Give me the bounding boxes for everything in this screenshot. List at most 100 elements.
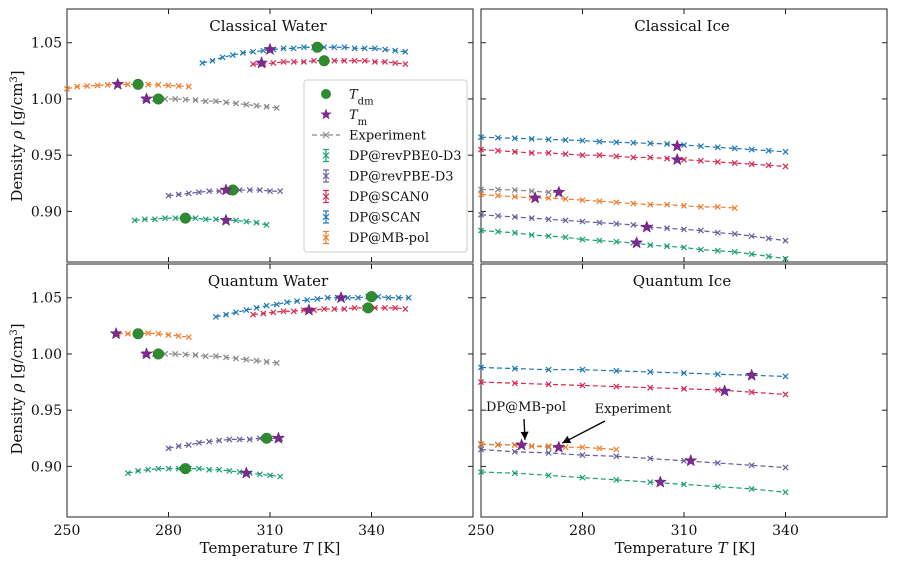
series-point-SCAN0-b: [630, 154, 637, 161]
series-point-SCAN0-b: [613, 153, 620, 160]
series-point-MBpol-b: [579, 444, 586, 451]
series-point-SCAN-b: [528, 135, 535, 142]
series-point-revPBE0-b: [782, 489, 789, 496]
tm-marker: [254, 56, 269, 69]
series-point-MBpol-b: [596, 445, 603, 452]
series-point-SCAN-b: [596, 138, 603, 145]
series-point-revPBE-b: [765, 235, 772, 242]
tm-marker: [219, 183, 233, 196]
series-point-revPBE-b: [175, 443, 182, 450]
series-point-revPBE0-b: [206, 466, 213, 473]
series-point-SCAN0-b: [270, 59, 277, 66]
legend-box: [303, 79, 468, 253]
series-point-SCAN0-b: [250, 61, 257, 68]
series-point-revPBE-b: [613, 220, 620, 227]
y-tick-label: 0.95: [31, 403, 62, 419]
tm-marker: [552, 440, 566, 453]
series-point-SCAN-b: [714, 144, 721, 151]
series-line-revPBE0: [127, 468, 281, 478]
series-point-SCAN0-b: [647, 384, 654, 391]
series-point-SCAN-b: [562, 136, 569, 144]
series-point-revPBE0-b: [731, 248, 738, 255]
series-point-revPBE-b: [185, 442, 192, 449]
series-point-Exp-b: [545, 189, 552, 196]
series-point-revPBE0-b: [226, 467, 233, 474]
series-point-revPBE-b: [277, 188, 284, 195]
series-point-SCAN-b: [765, 147, 772, 154]
series-point-SCAN-b: [341, 44, 348, 51]
series-point-SCAN-b: [748, 146, 755, 153]
series-line-Exp: [144, 353, 277, 364]
series-line-SCAN: [480, 136, 786, 153]
series-point-SCAN-b: [613, 139, 620, 146]
series-point-revPBE-b: [596, 219, 603, 226]
series-point-SCAN0-b: [511, 380, 518, 387]
tdm-marker: [179, 212, 191, 224]
series-point-revPBE0-b: [216, 466, 223, 473]
tm-marker: [653, 475, 667, 488]
series-point-SCAN-b: [331, 44, 338, 51]
series-point-SCAN0-b: [714, 386, 721, 393]
series-point-MBpol-b: [528, 443, 535, 450]
series-point-revPBE-b: [782, 464, 789, 471]
series-point-SCAN-b: [477, 364, 485, 371]
panel-quantum-ice: 250 280 310 340 Quantum Ice DP@MB-pol Experime…: [468, 263, 888, 539]
series-point-revPBE0-b: [562, 234, 569, 241]
x-tick-label: 340: [772, 523, 799, 539]
series-point-Exp-b: [192, 97, 199, 104]
series-point-Exp-b: [263, 103, 270, 110]
annotation-arrowhead: [520, 431, 529, 440]
series-line-SCAN: [480, 366, 786, 378]
series-point-revPBE0-b: [195, 465, 202, 472]
series-point-SCAN-b: [314, 295, 321, 302]
series-point-revPBE0-b: [233, 217, 240, 224]
series-point-Exp-b: [253, 357, 260, 364]
legend-marker-b: [322, 172, 330, 180]
series-point-Exp-b: [192, 352, 199, 359]
series-point-SCAN0-b: [392, 59, 399, 66]
series-point-revPBE0-b: [647, 479, 654, 486]
series-point-SCAN0-b: [748, 161, 755, 168]
series-point-SCAN-b: [280, 45, 287, 52]
tdm-marker: [261, 432, 273, 444]
series-point-revPBE0-b: [266, 472, 274, 479]
x-tick-label: 340: [358, 523, 385, 539]
annotation-label: Experiment: [595, 402, 673, 417]
tm-marker: [334, 290, 348, 304]
series-point-SCAN-b: [222, 311, 230, 318]
series-point-SCAN-b: [782, 373, 789, 380]
series-point-SCAN-b: [253, 304, 260, 311]
series-point-SCAN0-b: [477, 146, 485, 153]
series-point-Exp-b: [222, 354, 230, 361]
series-point-MBpol-b: [155, 81, 162, 88]
series-point-SCAN0-b: [361, 57, 368, 64]
series-point-MBpol-b: [697, 203, 704, 210]
series-point-SCAN-b: [263, 302, 270, 309]
series-point-SCAN-b: [680, 142, 688, 149]
series-point-SCAN-b: [209, 57, 216, 64]
series-point-revPBE0-b: [680, 481, 688, 488]
series-point-revPBE0-b: [714, 247, 721, 254]
series-point-MBpol-b: [124, 81, 131, 88]
series-point-revPBE0-b: [162, 215, 169, 222]
series-point-revPBE-b: [216, 437, 223, 444]
series-point-SCAN-b: [511, 365, 518, 372]
tm-marker: [718, 384, 732, 397]
series-point-SCAN0-b: [782, 391, 789, 398]
series-point-SCAN0-b: [341, 305, 348, 313]
series-point-SCAN-b: [647, 368, 654, 375]
series-point-MBpol-b: [74, 83, 81, 90]
series-point-SCAN0-b: [680, 156, 688, 163]
tm-marker: [111, 77, 125, 90]
series-point-revPBE-b: [216, 188, 223, 195]
legend-label: DP@MB-pol: [349, 231, 429, 246]
series-point-revPBE-b: [731, 230, 738, 237]
series-point-MBpol-b: [596, 198, 603, 205]
series-point-SCAN0-b: [341, 57, 348, 64]
panel-title: Quantum Ice: [633, 272, 732, 290]
series-point-Exp-b: [253, 102, 260, 109]
y-tick-label: 0.95: [31, 148, 62, 164]
series-point-SCAN0-b: [250, 311, 257, 318]
panel-title: Classical Water: [209, 17, 327, 35]
